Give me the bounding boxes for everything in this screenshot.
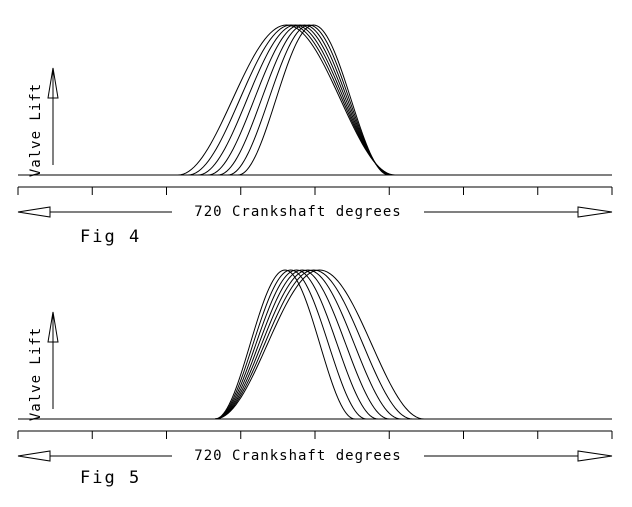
- lift-curve: [227, 24, 391, 176]
- lift-curve: [187, 24, 395, 176]
- arrow-head: [577, 206, 613, 218]
- figure: Valve Lift 720 Crankshaft degrees Fig 5: [17, 269, 613, 488]
- arrow-head: [17, 450, 51, 462]
- lift-curve: [217, 24, 392, 176]
- lift-curve: [214, 269, 413, 420]
- lift-curve: [197, 24, 394, 176]
- lift-curve: [237, 24, 390, 176]
- figure-label: Fig 5: [80, 468, 141, 488]
- figure-label: Fig 4: [80, 227, 141, 247]
- arrow-head: [17, 206, 51, 218]
- arrow-head: [577, 450, 613, 462]
- x-axis-label: 720 Crankshaft degrees: [194, 448, 401, 464]
- lift-curve: [214, 269, 390, 420]
- arrow-head: [47, 311, 59, 343]
- y-axis-label: Valve Lift: [28, 83, 44, 177]
- y-axis-label: Valve Lift: [28, 327, 44, 421]
- arrow-head: [47, 67, 59, 99]
- lift-curve: [177, 24, 396, 176]
- figure: Valve Lift 720 Crankshaft degrees Fig 4: [17, 24, 613, 247]
- lift-curve: [207, 24, 393, 176]
- lift-curve: [214, 269, 356, 420]
- lift-curve: [214, 269, 425, 420]
- lift-curve: [214, 269, 379, 420]
- lift-curve: [214, 269, 367, 420]
- x-axis-label: 720 Crankshaft degrees: [194, 204, 401, 220]
- lift-curve: [214, 269, 402, 420]
